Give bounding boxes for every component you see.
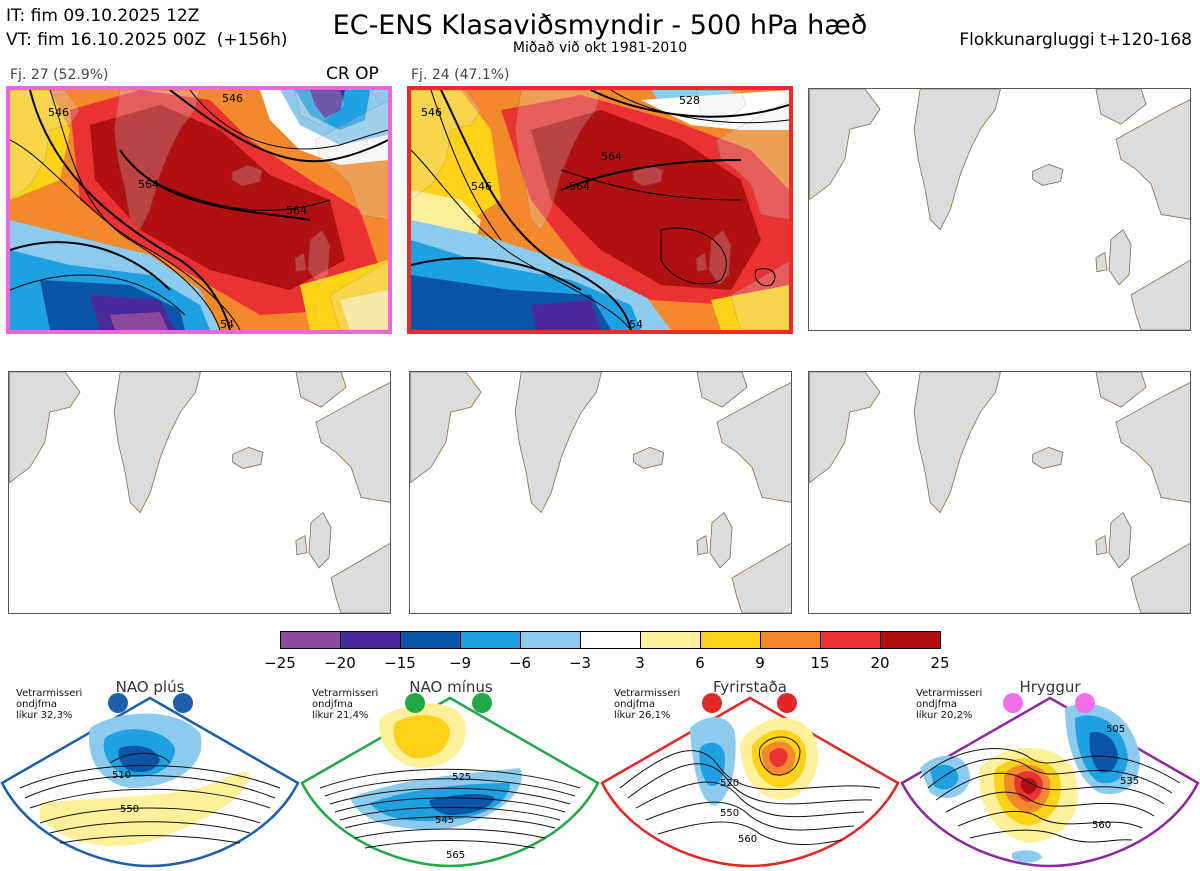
- colorbar-cell: [280, 631, 341, 649]
- regime-2-name: NAO mínus: [409, 678, 493, 696]
- cluster-2-contour-e: 564: [601, 150, 622, 163]
- empty-map-panel: [808, 371, 1191, 614]
- colorbar-cell: [340, 631, 401, 649]
- regime-1-note: Vetrarmisseri ondjfma líkur 32,3%: [16, 688, 83, 721]
- colorbar-cell: [640, 631, 701, 649]
- svg-text:545: 545: [435, 815, 454, 826]
- colorbar-tick: 15: [810, 654, 830, 672]
- cluster-2-contour-d: 564: [569, 180, 590, 193]
- colorbar-tick: −3: [568, 654, 592, 672]
- cluster-1-map: 546 546 564 564 54: [6, 86, 392, 334]
- colorbar-tick: −15: [384, 654, 416, 672]
- page-subtitle: Miðað við okt 1981-2010: [512, 40, 688, 56]
- colorbar-tick: 20: [870, 654, 890, 672]
- cluster-1-tag: CR OP: [326, 64, 379, 84]
- regime-1-marker: [173, 693, 193, 713]
- svg-text:550: 550: [120, 804, 139, 815]
- colorbar-cell: [460, 631, 521, 649]
- svg-text:535: 535: [1120, 776, 1139, 787]
- regime-4-name: Hryggur: [1019, 678, 1081, 696]
- colorbar-tick: −6: [508, 654, 532, 672]
- cluster-1-contour-c: 564: [138, 178, 159, 191]
- svg-text:505: 505: [1106, 724, 1125, 735]
- svg-text:565: 565: [446, 850, 465, 861]
- cluster-1-contour-d: 564: [286, 204, 307, 217]
- regime-2-marker: [405, 693, 425, 713]
- regime-2: Vetrarmisseri ondjfma líkur 21,4% NAO mí…: [300, 678, 600, 871]
- colorbar-tick: 6: [695, 654, 705, 672]
- empty-map-panel: [409, 371, 792, 614]
- regime-1: Vetrarmisseri ondjfma líkur 32,3% NAO pl…: [0, 678, 300, 871]
- regime-3: Vetrarmisseri ondjfma líkur 26,1% Fyrirs…: [600, 678, 900, 871]
- regime-3-marker: [777, 693, 797, 713]
- colorbar-cell: [400, 631, 461, 649]
- colorbar-tick: −9: [448, 654, 472, 672]
- colorbar-cell: [700, 631, 761, 649]
- classification-window: Flokkunargluggi t+120-168: [959, 30, 1192, 50]
- colorbar-tick: −25: [264, 654, 296, 672]
- empty-map-panel: [8, 371, 391, 614]
- cluster-2-contour-f: 54: [629, 318, 643, 330]
- colorbar-tick: 9: [755, 654, 765, 672]
- cluster-1-label: Fj. 27 (52.9%): [10, 67, 109, 83]
- cluster-1-contour-e: 54: [220, 318, 234, 330]
- colorbar-tick: 3: [635, 654, 645, 672]
- regime-1-marker: [108, 693, 128, 713]
- colorbar-cell: [820, 631, 881, 649]
- regime-2-marker: [472, 693, 492, 713]
- cluster-1-contour-b: 546: [222, 92, 243, 105]
- cluster-2-contour-c: 546: [471, 180, 492, 193]
- initial-time: IT: fim 09.10.2025 12Z: [6, 6, 200, 26]
- page-title: EC-ENS Klasaviðsmyndir - 500 hPa hæð: [332, 10, 868, 41]
- colorbar-tick: −20: [324, 654, 356, 672]
- colorbar-cell: [880, 631, 941, 649]
- regime-4-note: Vetrarmisseri ondjfma líkur 20,2%: [916, 688, 983, 721]
- cluster-2-label: Fj. 24 (47.1%): [411, 67, 510, 83]
- valid-time: VT: fim 16.10.2025 00Z (+156h): [6, 30, 288, 50]
- empty-map-panel: [808, 88, 1191, 331]
- colorbar-cell: [580, 631, 641, 649]
- colorbar-tick: 25: [930, 654, 950, 672]
- regime-4: Vetrarmisseri ondjfma líkur 20,2% Hryggu…: [900, 678, 1200, 871]
- cluster-2-contour-a: 546: [421, 106, 442, 119]
- cluster-1-contour-a: 546: [48, 106, 69, 119]
- colorbar-cell: [520, 631, 581, 649]
- cluster-2-contour-b: 528: [679, 94, 700, 107]
- svg-text:560: 560: [738, 834, 757, 845]
- svg-text:525: 525: [452, 772, 471, 783]
- svg-text:510: 510: [112, 770, 131, 781]
- regime-4-marker: [1003, 693, 1023, 713]
- regime-1-name: NAO plús: [115, 678, 185, 696]
- regime-4-marker: [1075, 693, 1095, 713]
- svg-text:520: 520: [720, 778, 739, 789]
- regime-3-marker: [702, 693, 722, 713]
- regime-3-note: Vetrarmisseri ondjfma líkur 26,1%: [614, 688, 681, 721]
- svg-text:560: 560: [1092, 820, 1111, 831]
- colorbar-cell: [760, 631, 821, 649]
- regime-3-name: Fyrirstaða: [713, 678, 787, 696]
- svg-text:550: 550: [720, 808, 739, 819]
- cluster-2-map: 546 528 546 564 564 54: [407, 86, 793, 334]
- regime-2-note: Vetrarmisseri ondjfma líkur 21,4%: [312, 688, 379, 721]
